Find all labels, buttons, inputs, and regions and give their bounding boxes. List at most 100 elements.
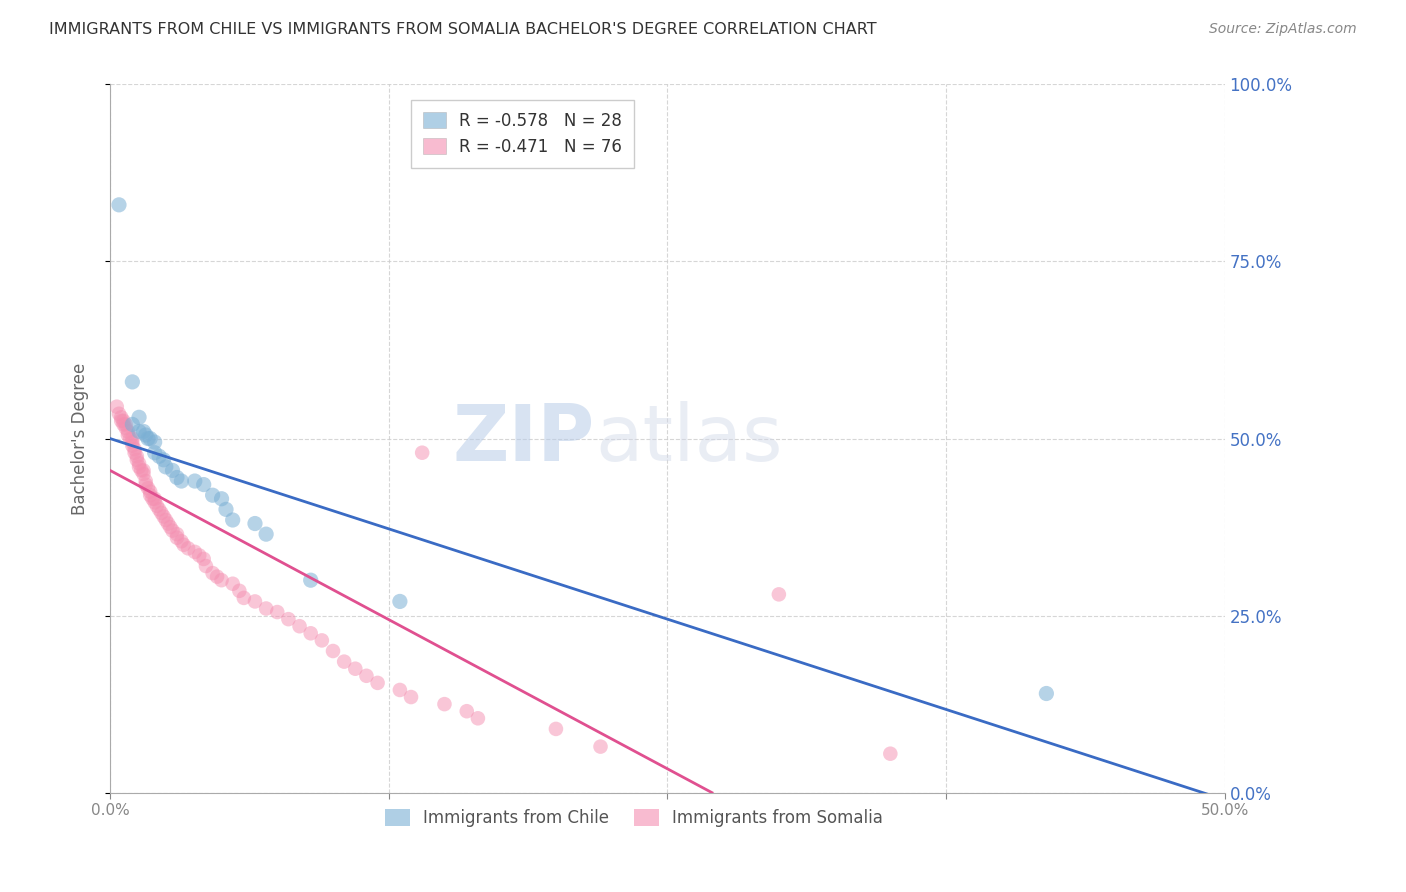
Point [467, 711, 489, 725]
Point [128, 459, 150, 474]
Point [215, 502, 238, 516]
Point [120, 432, 142, 446]
Point [117, 428, 139, 442]
Point [125, 452, 148, 467]
Point [333, 655, 356, 669]
Point [228, 583, 250, 598]
Point [254, 527, 277, 541]
Point [135, 428, 157, 442]
Point [121, 432, 143, 446]
Point [108, 407, 131, 421]
Point [152, 452, 174, 467]
Point [114, 421, 136, 435]
Point [121, 417, 143, 432]
Point [322, 644, 344, 658]
Point [201, 488, 224, 502]
Point [148, 449, 170, 463]
Point [155, 459, 177, 474]
Point [1035, 686, 1057, 700]
Point [184, 474, 207, 488]
Point [356, 669, 378, 683]
Point [205, 569, 228, 583]
Point [170, 474, 193, 488]
Point [243, 516, 266, 531]
Point [132, 425, 155, 439]
Point [121, 435, 143, 450]
Point [121, 439, 143, 453]
Point [136, 481, 159, 495]
Point [162, 463, 184, 477]
Point [125, 449, 148, 463]
Point [132, 463, 155, 477]
Point [193, 552, 215, 566]
Point [201, 566, 224, 580]
Point [211, 491, 233, 506]
Point [266, 605, 288, 619]
Point [173, 538, 195, 552]
Point [124, 446, 146, 460]
Point [162, 524, 184, 538]
Point [141, 491, 163, 506]
Point [146, 499, 169, 513]
Point [132, 467, 155, 481]
Point [143, 446, 166, 460]
Point [299, 573, 322, 587]
Point [112, 414, 135, 428]
Point [105, 400, 128, 414]
Point [388, 683, 411, 698]
Point [152, 509, 174, 524]
Point [399, 690, 422, 704]
Point [155, 513, 177, 527]
Point [135, 474, 157, 488]
Point [221, 513, 243, 527]
Point [136, 432, 159, 446]
Text: Source: ZipAtlas.com: Source: ZipAtlas.com [1209, 22, 1357, 37]
Point [388, 594, 411, 608]
Point [589, 739, 612, 754]
Point [211, 573, 233, 587]
Point [117, 425, 139, 439]
Point [166, 527, 188, 541]
Point [150, 506, 173, 520]
Point [170, 534, 193, 549]
Point [184, 545, 207, 559]
Point [367, 676, 389, 690]
Point [879, 747, 901, 761]
Point [433, 697, 456, 711]
Point [221, 576, 243, 591]
Legend: Immigrants from Chile, Immigrants from Somalia: Immigrants from Chile, Immigrants from S… [378, 803, 890, 834]
Point [139, 432, 162, 446]
Point [193, 477, 215, 491]
Point [166, 470, 188, 484]
Point [110, 414, 132, 428]
Y-axis label: Bachelor's Degree: Bachelor's Degree [72, 362, 89, 515]
Text: ZIP: ZIP [453, 401, 595, 476]
Point [344, 662, 367, 676]
Point [177, 541, 200, 556]
Text: IMMIGRANTS FROM CHILE VS IMMIGRANTS FROM SOMALIA BACHELOR'S DEGREE CORRELATION C: IMMIGRANTS FROM CHILE VS IMMIGRANTS FROM… [49, 22, 877, 37]
Point [768, 587, 790, 601]
Point [411, 446, 433, 460]
Point [148, 502, 170, 516]
Point [143, 495, 166, 509]
Point [128, 456, 150, 470]
Point [129, 463, 152, 477]
Point [456, 704, 478, 718]
Point [299, 626, 322, 640]
Point [112, 417, 135, 432]
Point [232, 591, 254, 605]
Point [288, 619, 311, 633]
Point [311, 633, 333, 648]
Point [194, 559, 217, 574]
Point [544, 722, 567, 736]
Point [124, 442, 146, 457]
Point [121, 375, 143, 389]
Point [143, 435, 166, 450]
Point [243, 594, 266, 608]
Point [135, 477, 157, 491]
Point [277, 612, 299, 626]
Text: atlas: atlas [595, 401, 783, 476]
Point [159, 520, 181, 534]
Point [108, 198, 131, 212]
Point [157, 516, 180, 531]
